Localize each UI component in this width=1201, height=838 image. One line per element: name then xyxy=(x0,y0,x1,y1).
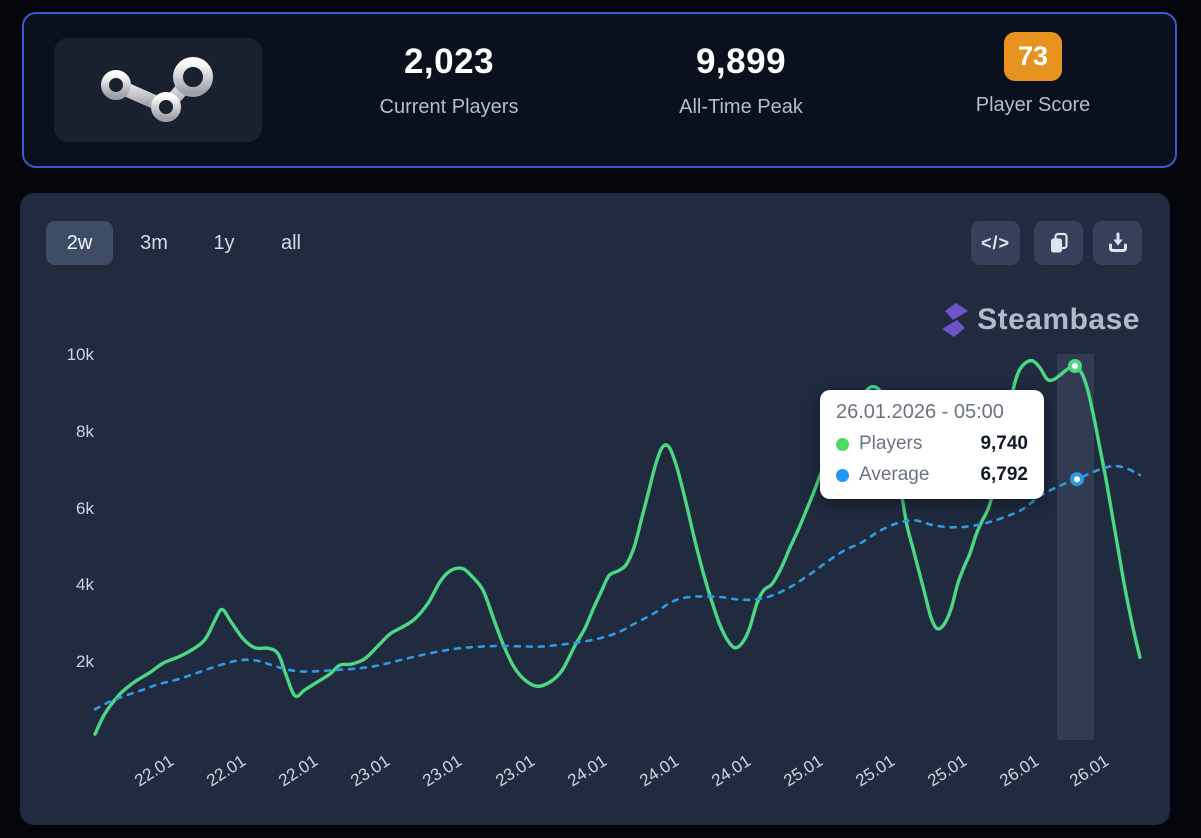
steam-logo-box[interactable] xyxy=(54,38,262,142)
all-time-peak-stat: 9,899 All-Time Peak xyxy=(621,14,861,166)
tooltip-average-label: Average xyxy=(859,464,930,485)
stats-header-card: 2,023 Current Players 9,899 All-Time Pea… xyxy=(22,12,1177,168)
copy-icon xyxy=(1050,232,1068,253)
tooltip-players-label: Players xyxy=(859,433,923,454)
player-score-badge: 73 xyxy=(1003,32,1063,81)
player-score-stat: 73 Player Score xyxy=(913,14,1153,166)
tooltip-players-value: 9,740 xyxy=(980,433,1028,454)
steam-icon xyxy=(101,57,213,122)
y-tick-label: 4k xyxy=(76,575,94,594)
tooltip-average-row: Average 6,792 xyxy=(836,464,1028,486)
all-time-peak-label: All-Time Peak xyxy=(679,96,803,118)
steambase-logo-icon xyxy=(942,303,969,337)
y-tick-label: 10k xyxy=(66,345,94,364)
range-button-3m[interactable]: 3m xyxy=(140,232,168,254)
current-players-stat: 2,023 Current Players xyxy=(329,14,569,166)
y-tick-label: 6k xyxy=(76,499,94,518)
download-button[interactable] xyxy=(1093,221,1142,265)
average-dot-icon xyxy=(836,468,849,482)
steambase-watermark[interactable]: Steambase xyxy=(942,303,1140,337)
tooltip-date: 26.01.2026 - 05:00 xyxy=(836,401,1004,423)
all-time-peak-value: 9,899 xyxy=(695,42,787,81)
range-button-all[interactable]: all xyxy=(280,232,301,254)
embed-code-button[interactable]: </> xyxy=(971,221,1020,265)
y-tick-label: 8k xyxy=(76,422,94,441)
tooltip-average-value: 6,792 xyxy=(980,464,1028,485)
copy-button[interactable] xyxy=(1034,221,1083,265)
range-button-2w[interactable]: 2w xyxy=(46,221,113,265)
range-button-1y[interactable]: 1y xyxy=(213,232,235,254)
chart-tooltip: 26.01.2026 - 05:00 Players 9,740 Average… xyxy=(820,390,1044,499)
players-dot-icon xyxy=(836,437,849,451)
download-icon xyxy=(1108,232,1127,252)
current-players-label: Current Players xyxy=(379,96,519,118)
current-players-value: 2,023 xyxy=(403,42,495,81)
player-score-label: Player Score xyxy=(975,94,1091,116)
chart-panel: 2w 3m 1y all </> Steambase xyxy=(20,193,1170,825)
code-icon: </> xyxy=(980,232,1011,253)
y-tick-label: 2k xyxy=(76,652,94,671)
steambase-watermark-text: Steambase xyxy=(977,303,1140,336)
tooltip-players-row: Players 9,740 xyxy=(836,433,1028,455)
